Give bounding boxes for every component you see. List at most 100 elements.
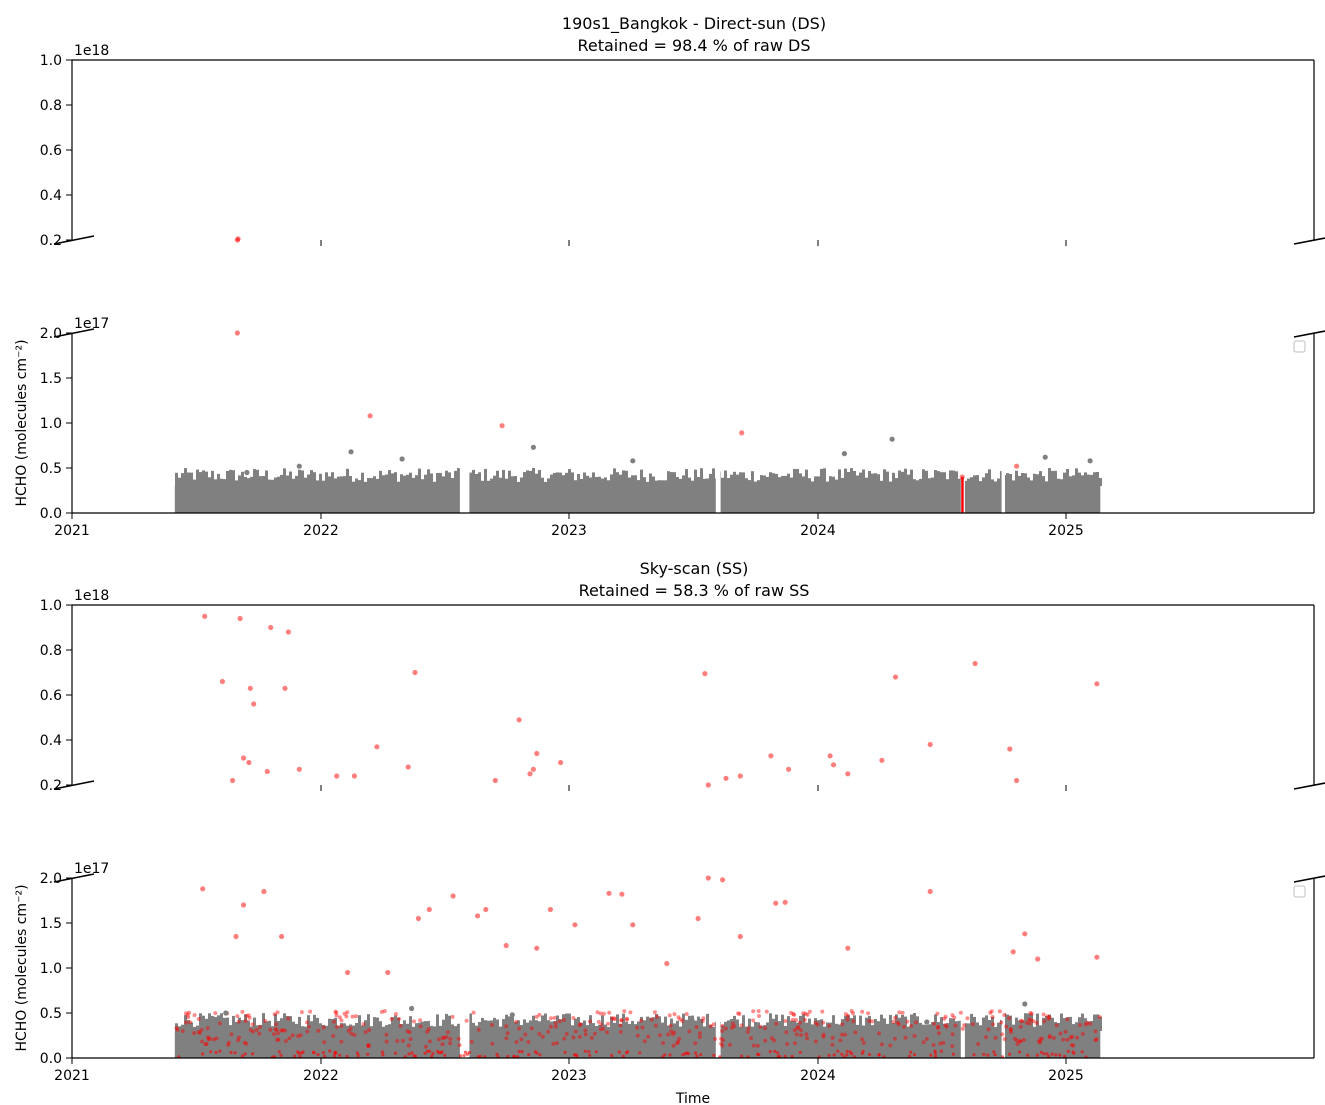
ss-gray-band-edge xyxy=(601,1015,604,1031)
ds-gray-band-edge xyxy=(250,476,253,486)
ds-gray-band-edge xyxy=(181,473,184,486)
ss-gray-point xyxy=(174,1046,181,1052)
ss-red-band-point xyxy=(1085,1020,1090,1025)
ss-red-band-point xyxy=(783,1054,787,1058)
ss-gray-band-edge xyxy=(1009,1015,1012,1031)
ss-red-point xyxy=(345,969,351,976)
svg-text:2.0: 2.0 xyxy=(40,326,62,342)
ss-red-band-point xyxy=(1070,1034,1075,1039)
ds-gray-band-edge xyxy=(1057,478,1060,486)
ss-red-band-point xyxy=(921,1040,926,1045)
ss-red-band-point xyxy=(505,1031,510,1036)
ds-gray-band-edge xyxy=(451,478,454,486)
ds-red-point xyxy=(959,474,965,480)
ss-red-band-point xyxy=(999,1020,1004,1025)
ss-red-band-point xyxy=(635,1025,640,1030)
ds-gray-band-edge xyxy=(457,468,460,486)
ds-gray-band-edge xyxy=(856,475,859,486)
ss-red-point xyxy=(773,900,779,906)
ss-red-band-point xyxy=(986,1027,991,1032)
ss-red-band-point xyxy=(448,1037,453,1041)
ss-red-band-point xyxy=(798,1050,802,1054)
ds-gray-band-edge xyxy=(1081,475,1084,486)
ss-gray-band-edge xyxy=(883,1018,886,1031)
ss-gray-band-edge xyxy=(679,1026,682,1031)
ss-red-band-point xyxy=(423,1051,427,1055)
ss-gray-band-edge xyxy=(415,1023,418,1031)
ss-red-band-point xyxy=(936,1024,941,1029)
ss-red-band-point xyxy=(1063,1029,1068,1034)
ss-red-band-point xyxy=(625,1017,629,1022)
ds-gray-band-edge xyxy=(268,479,271,486)
svg-text:1.0: 1.0 xyxy=(40,53,62,69)
ss-gray-band-edge xyxy=(361,1025,364,1031)
svg-text:0.8: 0.8 xyxy=(40,98,62,114)
ss-red-band-point xyxy=(1018,1018,1023,1023)
ss-red-band-point xyxy=(589,1035,594,1040)
ss-gray-point xyxy=(924,1019,930,1025)
ss-red-point xyxy=(264,768,270,775)
ds-gray-band-edge xyxy=(421,479,424,486)
ss-gray-band-edge xyxy=(1054,1022,1057,1031)
ss-red-band-point xyxy=(557,1019,562,1024)
ss-gray-band-edge xyxy=(364,1020,367,1031)
ds-gray-band-edge xyxy=(367,478,370,486)
ss-red-band-point xyxy=(1071,1043,1076,1048)
ss-red-band-point xyxy=(233,1051,237,1055)
ss-red-band-point xyxy=(1038,1037,1043,1042)
ss-red-band-point xyxy=(958,1010,963,1015)
ss-red-point xyxy=(285,629,291,635)
ss-gray-band-edge xyxy=(811,1024,814,1031)
ds-gray-point xyxy=(174,499,181,505)
ss-gray-band-edge xyxy=(1042,1017,1045,1031)
ss-red-band-point xyxy=(723,1026,728,1031)
ss-red-band-point xyxy=(246,1013,251,1018)
ds-gray-band-edge xyxy=(199,472,202,486)
ss-red-band-point xyxy=(243,1052,247,1056)
ss-red-band-point xyxy=(366,1044,371,1048)
ss-red-band-point xyxy=(845,1013,850,1018)
ss-red-band-point xyxy=(695,1054,699,1058)
ds-gray-band-edge xyxy=(796,469,799,486)
ds-gray-band-edge xyxy=(361,472,364,486)
ss-red-band-point xyxy=(635,1033,640,1038)
ss-red-band-point xyxy=(740,1054,744,1058)
ss-red-band-point xyxy=(367,1028,372,1033)
ss-red-band-point xyxy=(836,1049,840,1053)
ds-gray-band-edge xyxy=(436,473,439,486)
ss-red-band-point xyxy=(236,1038,241,1043)
ss-red-band-point xyxy=(895,1020,900,1025)
ds-gray-band-edge xyxy=(652,476,655,486)
ss-red-band-point xyxy=(807,1009,812,1014)
ss-red-band-point xyxy=(893,1015,898,1020)
ds-gray-band-edge xyxy=(385,474,388,486)
ss-red-band-point xyxy=(410,1051,414,1055)
ds-gray-point xyxy=(244,469,250,476)
ds-gray-band-edge xyxy=(850,468,853,486)
ss-gray-band-edge xyxy=(670,1018,673,1031)
ss-gray-band-edge xyxy=(637,1021,640,1031)
ss-red-band-point xyxy=(552,1015,557,1020)
ss-red-band-point xyxy=(992,1050,996,1054)
ss-gray-band-edge xyxy=(886,1023,889,1031)
ss-red-band-point xyxy=(380,1050,384,1054)
ss-gray-band-edge xyxy=(274,1014,277,1031)
ss-gray-band-edge xyxy=(271,1026,274,1031)
ss-gray-band-edge xyxy=(1090,1021,1093,1031)
ss-red-band-point xyxy=(827,1023,832,1028)
ss-gray-band-edge xyxy=(286,1016,289,1031)
ss-red-band-point xyxy=(830,1042,835,1047)
ss-red-band-point xyxy=(188,1020,193,1025)
ss-gray-band-edge xyxy=(514,1021,517,1031)
ss-gray-band-edge xyxy=(652,1017,655,1031)
ss-gray-band-edge xyxy=(781,1014,784,1031)
ss-gray-band-edge xyxy=(358,1015,361,1031)
ss-red-band-point xyxy=(598,1011,603,1016)
ss-lower-ytick: 1.5 xyxy=(40,916,72,932)
ds-gray-band-edge xyxy=(907,474,910,486)
ss-red-band-point xyxy=(908,1054,912,1058)
ss-red-band-point xyxy=(350,1014,355,1019)
ds-gray-band-edge xyxy=(1072,475,1075,486)
ds-gray-band-edge xyxy=(913,479,916,486)
ds-gray-band-edge xyxy=(418,468,421,486)
